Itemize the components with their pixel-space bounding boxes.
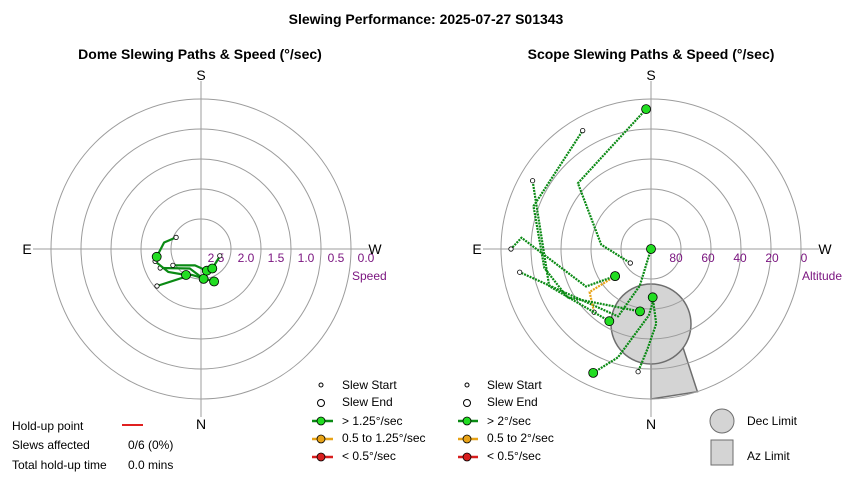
scope-legend-fast-marker: [462, 416, 472, 426]
dome-radial-tick-label: 0.0: [358, 251, 375, 265]
scope-slew-start-point: [646, 244, 656, 254]
dome-compass-left: E: [22, 241, 31, 257]
scope-radial-tick-label: 60: [701, 251, 715, 265]
scope-slew-paths: [508, 104, 658, 378]
scope-slew-path: [592, 296, 656, 374]
az-limit-legend-swatch: [710, 439, 734, 466]
legend-slow-marker: [316, 452, 326, 462]
scope-radial-tick-label: 40: [733, 251, 747, 265]
dome-plot-title: Dome Slewing Paths & Speed (°/sec): [78, 46, 322, 62]
dome-slew-start-point: [181, 270, 191, 280]
dome-radial-tick-label: 1.5: [268, 251, 285, 265]
dome-compass-bottom: N: [196, 416, 206, 432]
scope-radial-tick-label: 80: [669, 251, 683, 265]
scope-slew-start-point: [610, 271, 620, 282]
scope-slew-path: [576, 108, 647, 264]
scope-polar-plot: Scope Slewing Paths & Speed (°/sec) 80 60…: [472, 46, 842, 432]
dome-grid: [33, 81, 369, 417]
dome-compass-top: S: [196, 67, 205, 83]
scope-slew-path: [519, 248, 653, 318]
dome-radial-tick-label: 0.5: [328, 251, 345, 265]
figure-title: Slewing Performance: 2025-07-27 S01343: [289, 11, 564, 27]
legend-medium-marker: [316, 434, 326, 444]
legend-slew-end-marker: [317, 399, 325, 407]
dome-legend-fast: > 1.25°/sec: [342, 414, 403, 428]
scope-radial-ticks: 80 60 40 20 0: [669, 251, 807, 265]
dome-polar-plot: Dome Slewing Paths & Speed (°/sec) 2.5 2.…: [22, 46, 386, 432]
scope-slew-path: [532, 130, 641, 313]
scope-slew-end-point: [627, 260, 633, 266]
scope-slew-path: [531, 180, 610, 323]
scope-legend-medium: 0.5 to 2°/sec: [487, 431, 554, 445]
scope-legend-slew-end-marker: [463, 399, 471, 407]
dec-limit-legend-swatch: [709, 408, 735, 434]
scope-legend-slew-start: Slew Start: [487, 378, 542, 392]
legend-fast-marker: [316, 416, 326, 426]
scope-compass-left: E: [472, 241, 481, 257]
dome-compass-right: W: [368, 241, 382, 257]
scope-compass-bottom: N: [646, 416, 656, 432]
dome-slew-end-point: [154, 283, 160, 289]
dome-radial-tick-label: 1.0: [298, 251, 315, 265]
scope-axis-label: Altitude: [802, 269, 842, 283]
scope-slew-start-point: [641, 104, 651, 114]
dome-legend-slew-end: Slew End: [342, 395, 393, 409]
dome-radial-tick-label: 2.0: [238, 251, 255, 265]
dome-slew-start-point: [209, 276, 220, 287]
scope-legend-az-limit: Az Limit: [747, 449, 790, 463]
dome-radial-ticks: 2.5 2.0 1.5 1.0 0.5 0.0: [208, 251, 375, 265]
scope-compass-top: S: [646, 67, 655, 83]
dome-legend-medium: 0.5 to 1.25°/sec: [342, 431, 426, 445]
slews-affected-value: 0/6 (0%): [128, 438, 173, 452]
dome-legend-slow: < 0.5°/sec: [342, 449, 396, 463]
scope-legend-slew-start-marker: [464, 382, 470, 388]
dome-slew-start-point: [151, 251, 162, 262]
scope-slew-path: [588, 275, 616, 313]
slews-affected-label: Slews affected: [12, 438, 90, 452]
scope-slew-end-point: [517, 269, 523, 275]
dome-legend: Slew Start Slew End > 1.25°/sec 0.5 to 1…: [312, 378, 426, 463]
dome-slew-path: [160, 266, 205, 280]
scope-slew-end-point: [508, 246, 514, 252]
scope-slew-start-point: [588, 367, 599, 378]
dome-axis-label: Speed: [352, 269, 387, 283]
scope-slew-start-point: [635, 306, 645, 317]
dome-slew-paths: [151, 234, 223, 289]
dome-slew-end-point: [173, 234, 179, 240]
scope-legend-medium-marker: [462, 434, 472, 444]
scope-slew-end-point: [580, 128, 586, 134]
total-holdup-time-label: Total hold-up time: [12, 458, 107, 472]
legend-slew-start-marker: [318, 382, 324, 388]
dome-slew-end-point: [170, 262, 176, 268]
scope-radial-tick-label: 0: [801, 251, 808, 265]
scope-slew-end-point: [635, 369, 641, 375]
scope-compass-right: W: [818, 241, 832, 257]
scope-plot-title: Scope Slewing Paths & Speed (°/sec): [528, 46, 775, 62]
scope-legend-slow: < 0.5°/sec: [487, 449, 541, 463]
dome-slew-path: [155, 236, 177, 258]
dome-slew-start-point: [207, 263, 218, 274]
scope-legend-fast: > 2°/sec: [487, 414, 531, 428]
scope-radial-tick-label: 20: [765, 251, 779, 265]
scope-legend-slow-marker: [462, 452, 472, 462]
scope-legend-dec-limit: Dec Limit: [747, 414, 798, 428]
scope-legend-slew-end: Slew End: [487, 395, 538, 409]
scope-slew-end-point: [529, 178, 536, 184]
scope-slew-start-point: [604, 316, 615, 327]
total-holdup-time-value: 0.0 mins: [128, 458, 173, 472]
scope-slew-path: [637, 297, 658, 373]
dome-legend-slew-start: Slew Start: [342, 378, 397, 392]
holdup-point-label: Hold-up point: [12, 419, 84, 433]
dome-slew-path: [154, 260, 187, 277]
dome-slew-start-point: [198, 273, 209, 284]
dome-slew-end-point: [217, 253, 223, 259]
holdup-summary: Hold-up point Slews affected 0/6 (0%) To…: [12, 419, 173, 472]
scope-slew-path: [510, 236, 616, 288]
scope-slew-start-point: [647, 292, 658, 303]
scope-legend: Slew Start Slew End > 2°/sec 0.5 to 2°/s…: [458, 378, 798, 466]
